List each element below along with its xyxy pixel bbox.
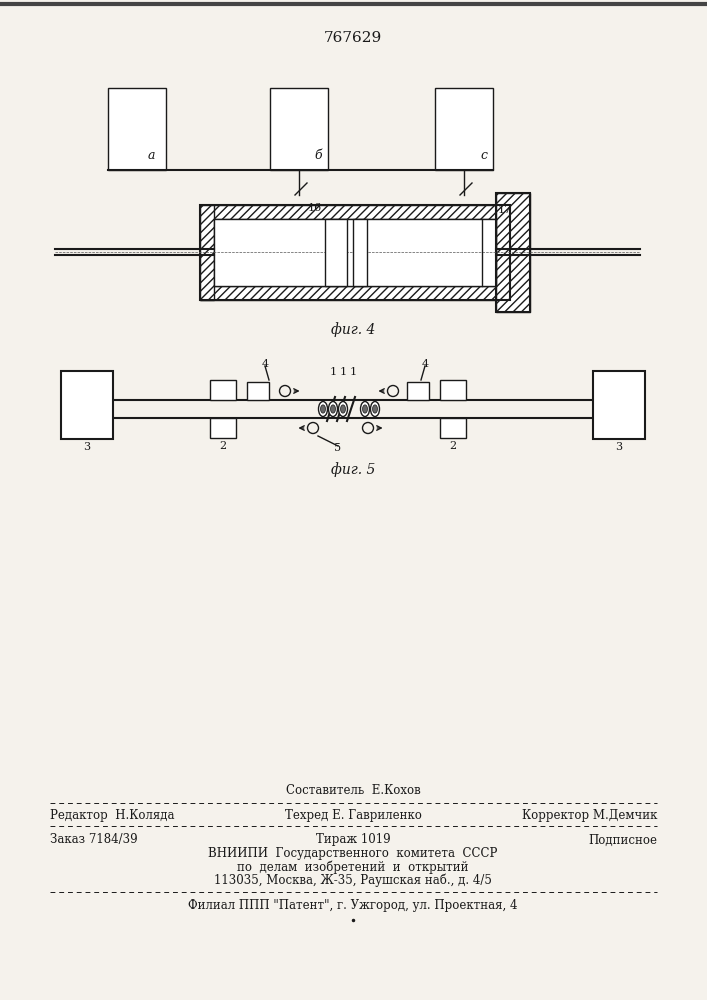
Bar bbox=[61, 371, 113, 439]
Ellipse shape bbox=[373, 405, 378, 413]
Bar bbox=[210, 380, 236, 400]
Text: а: а bbox=[148, 149, 155, 162]
Text: 3: 3 bbox=[615, 442, 623, 452]
Bar bbox=[435, 88, 493, 170]
Ellipse shape bbox=[339, 401, 348, 416]
Bar bbox=[496, 193, 530, 312]
Text: б: б bbox=[315, 149, 322, 162]
Text: 113035, Москва, Ж-35, Раушская наб., д. 4/5: 113035, Москва, Ж-35, Раушская наб., д. … bbox=[214, 873, 492, 887]
Text: Составитель  Е.Кохов: Составитель Е.Кохов bbox=[286, 784, 421, 796]
Text: Филиал ППП "Патент", г. Ужгород, ул. Проектная, 4: Филиал ППП "Патент", г. Ужгород, ул. Про… bbox=[188, 900, 518, 912]
Bar bbox=[214, 219, 496, 286]
Text: Техред Е. Гавриленко: Техред Е. Гавриленко bbox=[284, 810, 421, 822]
Bar bbox=[270, 88, 328, 170]
Bar bbox=[496, 193, 530, 312]
Bar bbox=[200, 205, 214, 300]
Bar bbox=[440, 380, 466, 400]
Ellipse shape bbox=[363, 405, 368, 413]
Text: Тираж 1019: Тираж 1019 bbox=[316, 834, 390, 846]
Ellipse shape bbox=[331, 405, 336, 413]
Bar bbox=[200, 286, 510, 300]
Ellipse shape bbox=[320, 405, 325, 413]
Text: с: с bbox=[480, 149, 487, 162]
Bar bbox=[593, 371, 645, 439]
Bar bbox=[200, 205, 510, 300]
Ellipse shape bbox=[329, 401, 337, 416]
Bar bbox=[200, 205, 510, 219]
Bar bbox=[407, 382, 429, 400]
Text: Редактор  Н.Коляда: Редактор Н.Коляда bbox=[50, 810, 175, 822]
Text: Заказ 7184/39: Заказ 7184/39 bbox=[50, 834, 138, 846]
Bar bbox=[108, 88, 166, 170]
Ellipse shape bbox=[341, 405, 346, 413]
Text: 767629: 767629 bbox=[324, 31, 382, 45]
Text: по  делам  изобретений  и  открытий: по делам изобретений и открытий bbox=[238, 860, 469, 874]
Bar bbox=[210, 418, 236, 438]
Bar bbox=[247, 382, 269, 400]
Text: 4: 4 bbox=[421, 359, 428, 369]
Text: 16: 16 bbox=[308, 203, 322, 213]
Text: 3: 3 bbox=[83, 442, 90, 452]
Text: 1: 1 bbox=[329, 367, 337, 377]
Text: 2: 2 bbox=[450, 441, 457, 451]
Text: Корректор М.Демчик: Корректор М.Демчик bbox=[522, 810, 657, 822]
Ellipse shape bbox=[318, 401, 327, 416]
Text: 1: 1 bbox=[339, 367, 346, 377]
Text: фиг. 4: фиг. 4 bbox=[331, 323, 375, 337]
Text: 2: 2 bbox=[219, 441, 226, 451]
Bar bbox=[440, 418, 466, 438]
Ellipse shape bbox=[361, 401, 370, 416]
Text: ВНИИПИ  Государственного  комитета  СССР: ВНИИПИ Государственного комитета СССР bbox=[209, 848, 498, 860]
Text: 4: 4 bbox=[262, 359, 269, 369]
Text: 17: 17 bbox=[498, 205, 512, 215]
Text: фиг. 5: фиг. 5 bbox=[331, 463, 375, 477]
Bar bbox=[325, 219, 347, 286]
Text: 1: 1 bbox=[349, 367, 356, 377]
Text: Подписное: Подписное bbox=[588, 834, 657, 846]
Ellipse shape bbox=[370, 401, 380, 416]
Bar bbox=[353, 219, 367, 286]
Text: 5: 5 bbox=[334, 443, 341, 453]
